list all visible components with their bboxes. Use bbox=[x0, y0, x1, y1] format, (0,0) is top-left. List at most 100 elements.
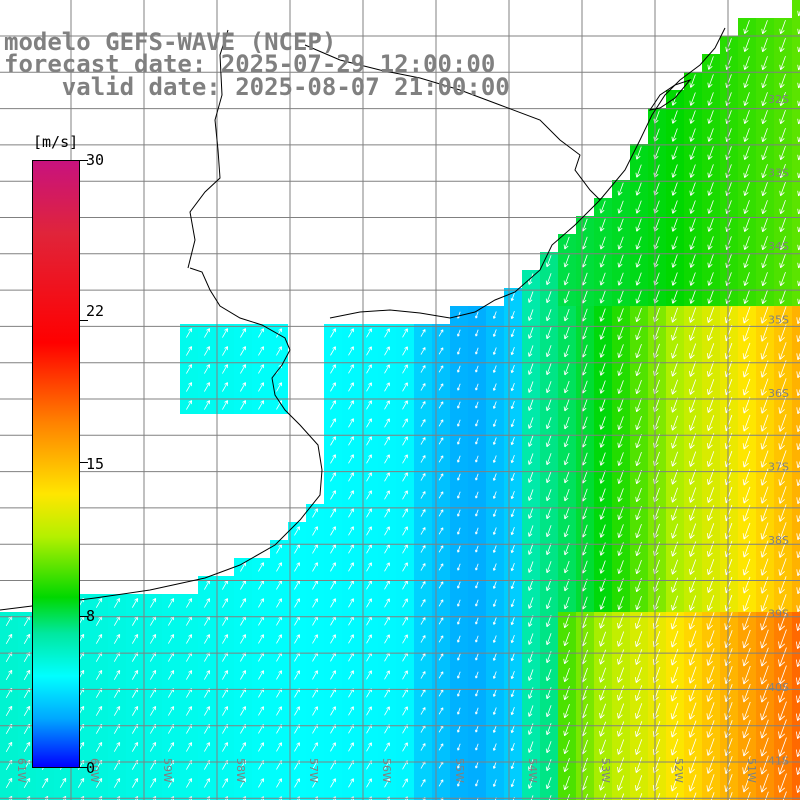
wind-arrow bbox=[527, 453, 534, 465]
wind-arrow bbox=[706, 307, 715, 324]
wind-arrow bbox=[458, 797, 461, 800]
wind-arrow bbox=[688, 684, 697, 702]
wind-arrow bbox=[475, 689, 479, 697]
wind-arrow bbox=[186, 778, 193, 788]
wind-arrow bbox=[635, 398, 642, 413]
wind-arrow bbox=[617, 272, 624, 286]
wind-arrow bbox=[617, 631, 625, 647]
wind-arrow bbox=[366, 436, 372, 446]
latitude-label: 33S bbox=[768, 167, 789, 180]
wind-arrow bbox=[797, 82, 800, 89]
wind-arrow bbox=[617, 613, 625, 629]
wind-cell bbox=[504, 792, 522, 800]
coastline-rio-de-la-plata bbox=[0, 267, 323, 611]
wind-cell bbox=[576, 792, 594, 800]
wind-arrow bbox=[743, 290, 750, 305]
wind-arrow bbox=[706, 487, 715, 504]
wind-arrow bbox=[617, 218, 624, 232]
wind-arrow bbox=[402, 634, 408, 644]
wind-arrow bbox=[384, 706, 390, 716]
wind-arrow bbox=[760, 450, 769, 468]
wind-arrow bbox=[510, 347, 515, 356]
wind-arrow bbox=[563, 524, 570, 538]
wind-arrow bbox=[276, 598, 282, 608]
wind-arrow bbox=[510, 329, 515, 338]
wind-arrow bbox=[796, 460, 800, 469]
wind-arrow bbox=[312, 742, 318, 752]
wind-arrow bbox=[510, 743, 515, 752]
wind-arrow bbox=[706, 702, 715, 720]
wind-arrow bbox=[688, 720, 697, 738]
latitude-label: 40S bbox=[768, 681, 789, 694]
wind-arrow bbox=[634, 721, 643, 738]
wind-arrow bbox=[312, 598, 318, 608]
wind-cell bbox=[792, 378, 800, 396]
wind-arrow bbox=[796, 496, 800, 505]
wind-arrow bbox=[796, 748, 800, 757]
wind-arrow bbox=[438, 743, 444, 751]
wind-arrow bbox=[634, 667, 643, 684]
wind-arrow bbox=[742, 629, 751, 649]
wind-arrow bbox=[330, 490, 336, 500]
wind-arrow bbox=[457, 779, 461, 787]
wind-arrow bbox=[796, 694, 800, 703]
wind-arrow bbox=[689, 361, 697, 377]
wind-arrow bbox=[761, 20, 768, 35]
wind-arrow bbox=[635, 362, 642, 377]
wind-arrow bbox=[222, 598, 229, 608]
wind-cell bbox=[522, 792, 540, 800]
wind-arrow bbox=[797, 46, 800, 53]
wind-arrow bbox=[742, 773, 751, 793]
wind-arrow bbox=[599, 631, 607, 647]
wind-arrow bbox=[796, 478, 800, 487]
wind-arrow bbox=[796, 676, 800, 685]
colorbar-tick bbox=[80, 160, 88, 161]
wind-arrow bbox=[634, 703, 643, 720]
wind-arrow bbox=[492, 455, 497, 463]
wind-arrow bbox=[797, 280, 800, 287]
wind-arrow bbox=[492, 329, 497, 337]
wind-arrow bbox=[510, 617, 515, 626]
wind-arrow bbox=[545, 759, 552, 772]
wind-cell bbox=[594, 792, 612, 800]
coastline bbox=[0, 27, 726, 611]
wind-arrow bbox=[563, 416, 570, 430]
wind-arrow bbox=[5, 741, 13, 752]
wind-arrow bbox=[510, 527, 515, 536]
wind-arrow bbox=[635, 416, 642, 431]
wind-cell bbox=[792, 504, 800, 522]
wind-cell bbox=[792, 252, 800, 270]
wind-arrow bbox=[186, 364, 193, 374]
wind-arrow bbox=[492, 761, 497, 769]
wind-arrow bbox=[617, 362, 624, 376]
wind-arrow bbox=[330, 562, 336, 572]
wind-arrow bbox=[330, 508, 336, 518]
wind-arrow bbox=[438, 671, 444, 679]
wind-arrow bbox=[402, 544, 408, 554]
wind-arrow bbox=[457, 743, 461, 751]
wind-arrow bbox=[563, 290, 570, 304]
wind-arrow bbox=[617, 416, 624, 430]
wind-arrow bbox=[222, 346, 229, 356]
wind-arrow bbox=[457, 455, 461, 463]
wind-arrow bbox=[707, 110, 714, 124]
wind-cell bbox=[666, 792, 684, 800]
wind-arrow bbox=[778, 665, 787, 685]
wind-arrow bbox=[402, 454, 408, 464]
wind-arrow bbox=[438, 509, 444, 517]
wind-arrow bbox=[5, 777, 13, 788]
wind-cell bbox=[612, 792, 630, 800]
wind-arrow bbox=[240, 364, 246, 374]
wind-arrow bbox=[457, 329, 461, 337]
wind-arrow bbox=[348, 400, 354, 410]
wind-arrow bbox=[796, 586, 800, 595]
latitude-label: 37S bbox=[768, 461, 789, 474]
wind-arrow bbox=[761, 236, 768, 251]
wind-arrow bbox=[743, 92, 750, 107]
wind-arrow bbox=[384, 598, 390, 608]
wind-arrow bbox=[420, 671, 426, 679]
wind-cell bbox=[792, 720, 800, 738]
wind-arrow bbox=[438, 545, 444, 553]
wind-arrow bbox=[95, 633, 103, 644]
wind-arrow bbox=[671, 307, 679, 323]
